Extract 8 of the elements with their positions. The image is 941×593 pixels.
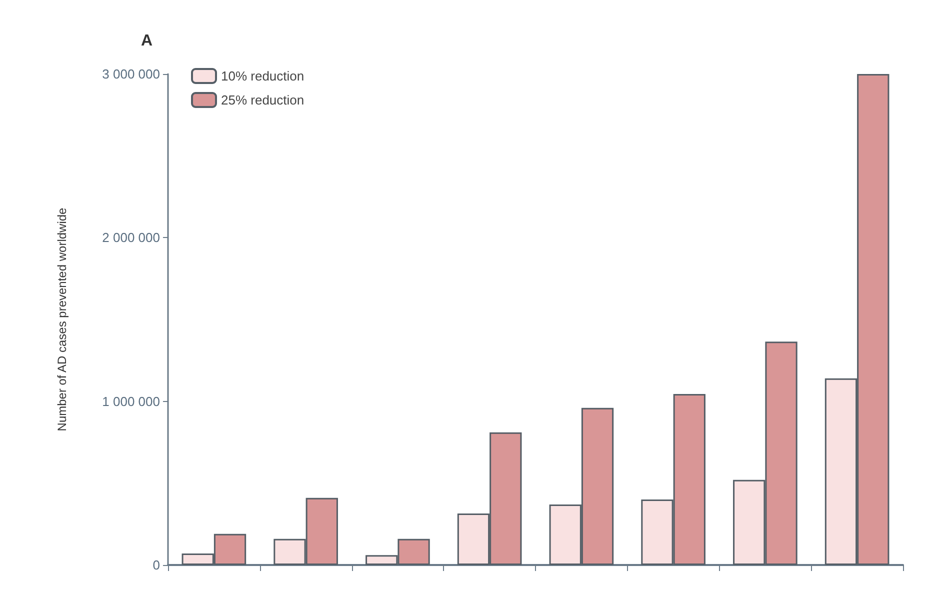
y-tick-label: 0 bbox=[152, 558, 160, 572]
y-axis-title: Number of AD cases prevented worldwide bbox=[55, 207, 69, 432]
chart-title: A bbox=[141, 32, 153, 50]
legend-label: 25% reduction bbox=[221, 92, 304, 108]
y-tick-label: 3 000 000 bbox=[102, 66, 160, 82]
y-tick-label: 1 000 000 bbox=[102, 394, 160, 409]
legend-label: 10% reduction bbox=[221, 68, 304, 84]
y-tick-label: 2 000 000 bbox=[102, 230, 160, 246]
